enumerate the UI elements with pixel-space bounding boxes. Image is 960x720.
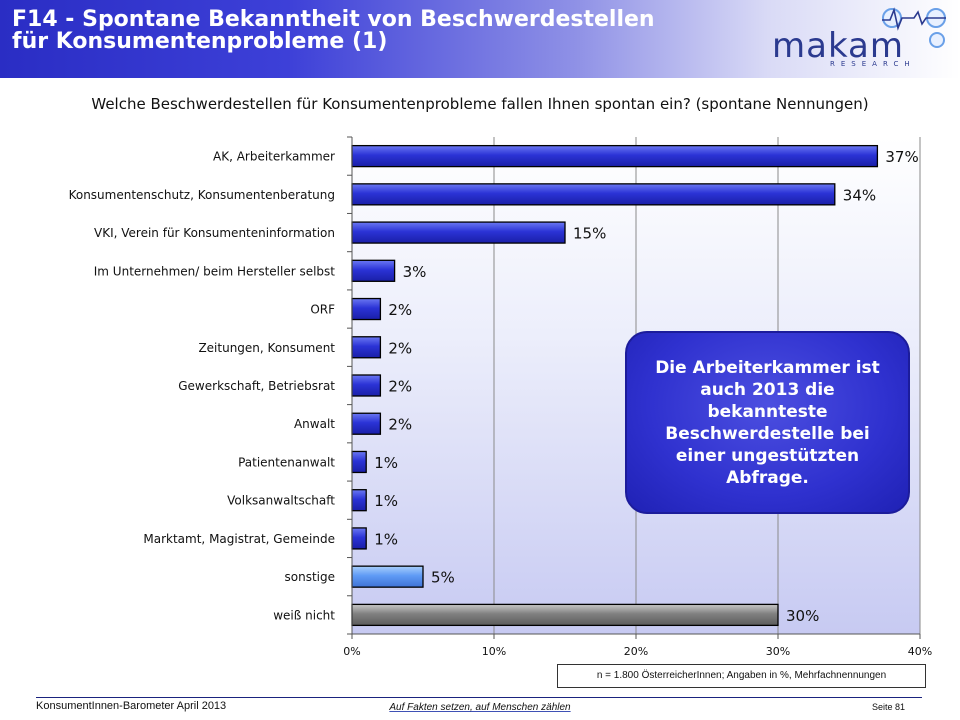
- footer-slogan-text: Auf Fakten setzen, auf Menschen zählen: [389, 702, 571, 713]
- data-label: 2%: [388, 301, 412, 319]
- category-label: Anwalt: [294, 417, 335, 431]
- category-label: Volksanwaltschaft: [227, 494, 335, 508]
- x-tick-label: 20%: [624, 645, 648, 658]
- data-label: 30%: [786, 607, 819, 625]
- survey-question: Welche Beschwerdestellen für Konsumenten…: [91, 95, 869, 113]
- title-line-2: für Konsumentenprobleme (1): [12, 29, 388, 54]
- category-label: Zeitungen, Konsument: [198, 341, 335, 355]
- sample-note: n = 1.800 ÖsterreicherInnen; Angaben in …: [557, 664, 926, 688]
- data-label: 2%: [388, 339, 412, 357]
- logo-waves-icon: [882, 7, 946, 48]
- data-label: 3%: [403, 263, 427, 281]
- bar: [351, 374, 382, 397]
- data-label: 2%: [388, 378, 412, 396]
- x-tick-label: 0%: [343, 645, 360, 658]
- data-label: 1%: [374, 492, 398, 510]
- category-label: Gewerkschaft, Betriebsrat: [178, 379, 335, 393]
- category-label: Patientenanwalt: [238, 455, 335, 469]
- bar: [351, 297, 382, 321]
- category-label: AK, Arbeiterkammer: [213, 150, 335, 164]
- data-label: 37%: [885, 148, 918, 166]
- category-label: Marktamt, Magistrat, Gemeinde: [143, 532, 335, 546]
- page-number: Seite 81: [872, 702, 906, 712]
- category-label: VKI, Verein für Konsumenteninformation: [94, 226, 335, 240]
- bar: [351, 259, 396, 282]
- footer-slogan: Auf Fakten setzen, auf Menschen zählen: [0, 702, 960, 713]
- footer-left-text: KonsumentInnen-Barometer April 2013: [36, 700, 227, 712]
- bar: [351, 412, 382, 435]
- x-tick-label: 40%: [908, 645, 932, 658]
- bar: [351, 527, 367, 550]
- title-line-1: F14 - Spontane Bekanntheit von Beschwerd…: [12, 7, 655, 32]
- footer-divider: [36, 697, 922, 698]
- logo-wordmark: makam: [772, 26, 905, 66]
- bar: [351, 183, 836, 206]
- data-label: 1%: [374, 530, 398, 548]
- x-tick-label: 10%: [482, 645, 506, 658]
- makam-logo: makam RESEARCH: [760, 4, 956, 76]
- data-label: 34%: [843, 186, 876, 204]
- bar: [351, 603, 779, 627]
- x-tick-label: 30%: [766, 645, 790, 658]
- callout-box: Die Arbeiterkammer ist auch 2013 die bek…: [625, 331, 910, 514]
- category-label: Im Unternehmen/ beim Hersteller selbst: [94, 264, 336, 278]
- data-label: 5%: [431, 569, 455, 587]
- header-banner: F14 - Spontane Bekanntheit von Beschwerd…: [0, 0, 960, 78]
- data-label: 1%: [374, 454, 398, 472]
- slide-title: F14 - Spontane Bekanntheit von Beschwerd…: [12, 9, 655, 53]
- bar: [351, 221, 566, 244]
- data-label: 2%: [388, 416, 412, 434]
- data-label: 15%: [573, 225, 606, 243]
- bar: [351, 489, 367, 512]
- category-label: weiß nicht: [273, 608, 335, 622]
- logo-subtitle: RESEARCH: [830, 60, 916, 68]
- category-label: sonstige: [285, 570, 336, 584]
- category-label: ORF: [310, 303, 335, 317]
- bar: [351, 450, 367, 474]
- bar: [351, 565, 424, 588]
- bar: [351, 144, 879, 168]
- category-label: Konsumentenschutz, Konsumentenberatung: [69, 188, 335, 202]
- bar: [351, 336, 382, 359]
